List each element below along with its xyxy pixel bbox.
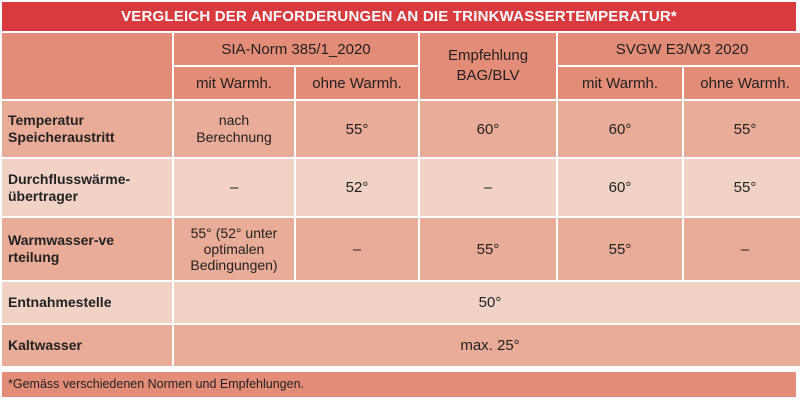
table-row: Warmwasser-verteilung 55° (52° unter opt… (2, 218, 800, 280)
cell-sia-with: – (174, 159, 294, 216)
cell-svgw-without: 55° (684, 101, 800, 157)
cell-merged-value: max. 25° (174, 325, 800, 366)
cell-svgw-with: 60° (558, 101, 683, 157)
row-label: Entnahmestelle (2, 282, 172, 323)
table-title: VERGLEICH DER ANFORDERUNGEN AN DIE TRINK… (2, 2, 796, 31)
cell-svgw-with: 55° (558, 218, 683, 280)
cell-bag: 55° (420, 218, 557, 280)
header-svgw: SVGW E3/W3 2020 (558, 33, 800, 65)
header-empty-cell (2, 33, 172, 99)
cell-svgw-with: 60° (558, 159, 683, 216)
header-sia: SIA-Norm 385/1_2020 (174, 33, 419, 65)
header-sia-with: mit Warmh. (174, 67, 294, 99)
row-label: Temperatur Speicheraustritt (2, 101, 172, 157)
cell-bag: – (420, 159, 557, 216)
cell-svgw-without: 55° (684, 159, 800, 216)
row-label: Kaltwasser (2, 325, 172, 366)
table-row: Temperatur Speicheraustritt nach Berechn… (2, 101, 800, 157)
footnote: *Gemäss verschiedenen Normen und Empfehl… (2, 372, 796, 397)
header-bag: Empfehlung BAG/BLV (420, 33, 557, 99)
cell-bag: 60° (420, 101, 557, 157)
cell-sia-with: nach Berechnung (174, 101, 294, 157)
table-row: Kaltwasser max. 25° (2, 325, 800, 366)
cell-sia-without: 55° (296, 101, 419, 157)
cell-sia-without: 52° (296, 159, 419, 216)
cell-svgw-without: – (684, 218, 800, 280)
cell-sia-without: – (296, 218, 419, 280)
table-row: Entnahmestelle 50° (2, 282, 800, 323)
table-row: Durchflusswärme-übertrager – 52° – 60° 5… (2, 159, 800, 216)
cell-sia-with: 55° (52° unter optimalen Bedingungen) (174, 218, 294, 280)
comparison-grid: SIA-Norm 385/1_2020 Empfehlung BAG/BLV S… (0, 31, 800, 368)
header-svgw-without: ohne Warmh. (684, 67, 800, 99)
row-label: Durchflusswärme-übertrager (2, 159, 172, 216)
header-sia-without: ohne Warmh. (296, 67, 419, 99)
row-label: Warmwasser-verteilung (2, 218, 172, 280)
cell-merged-value: 50° (174, 282, 800, 323)
header-svgw-with: mit Warmh. (558, 67, 683, 99)
